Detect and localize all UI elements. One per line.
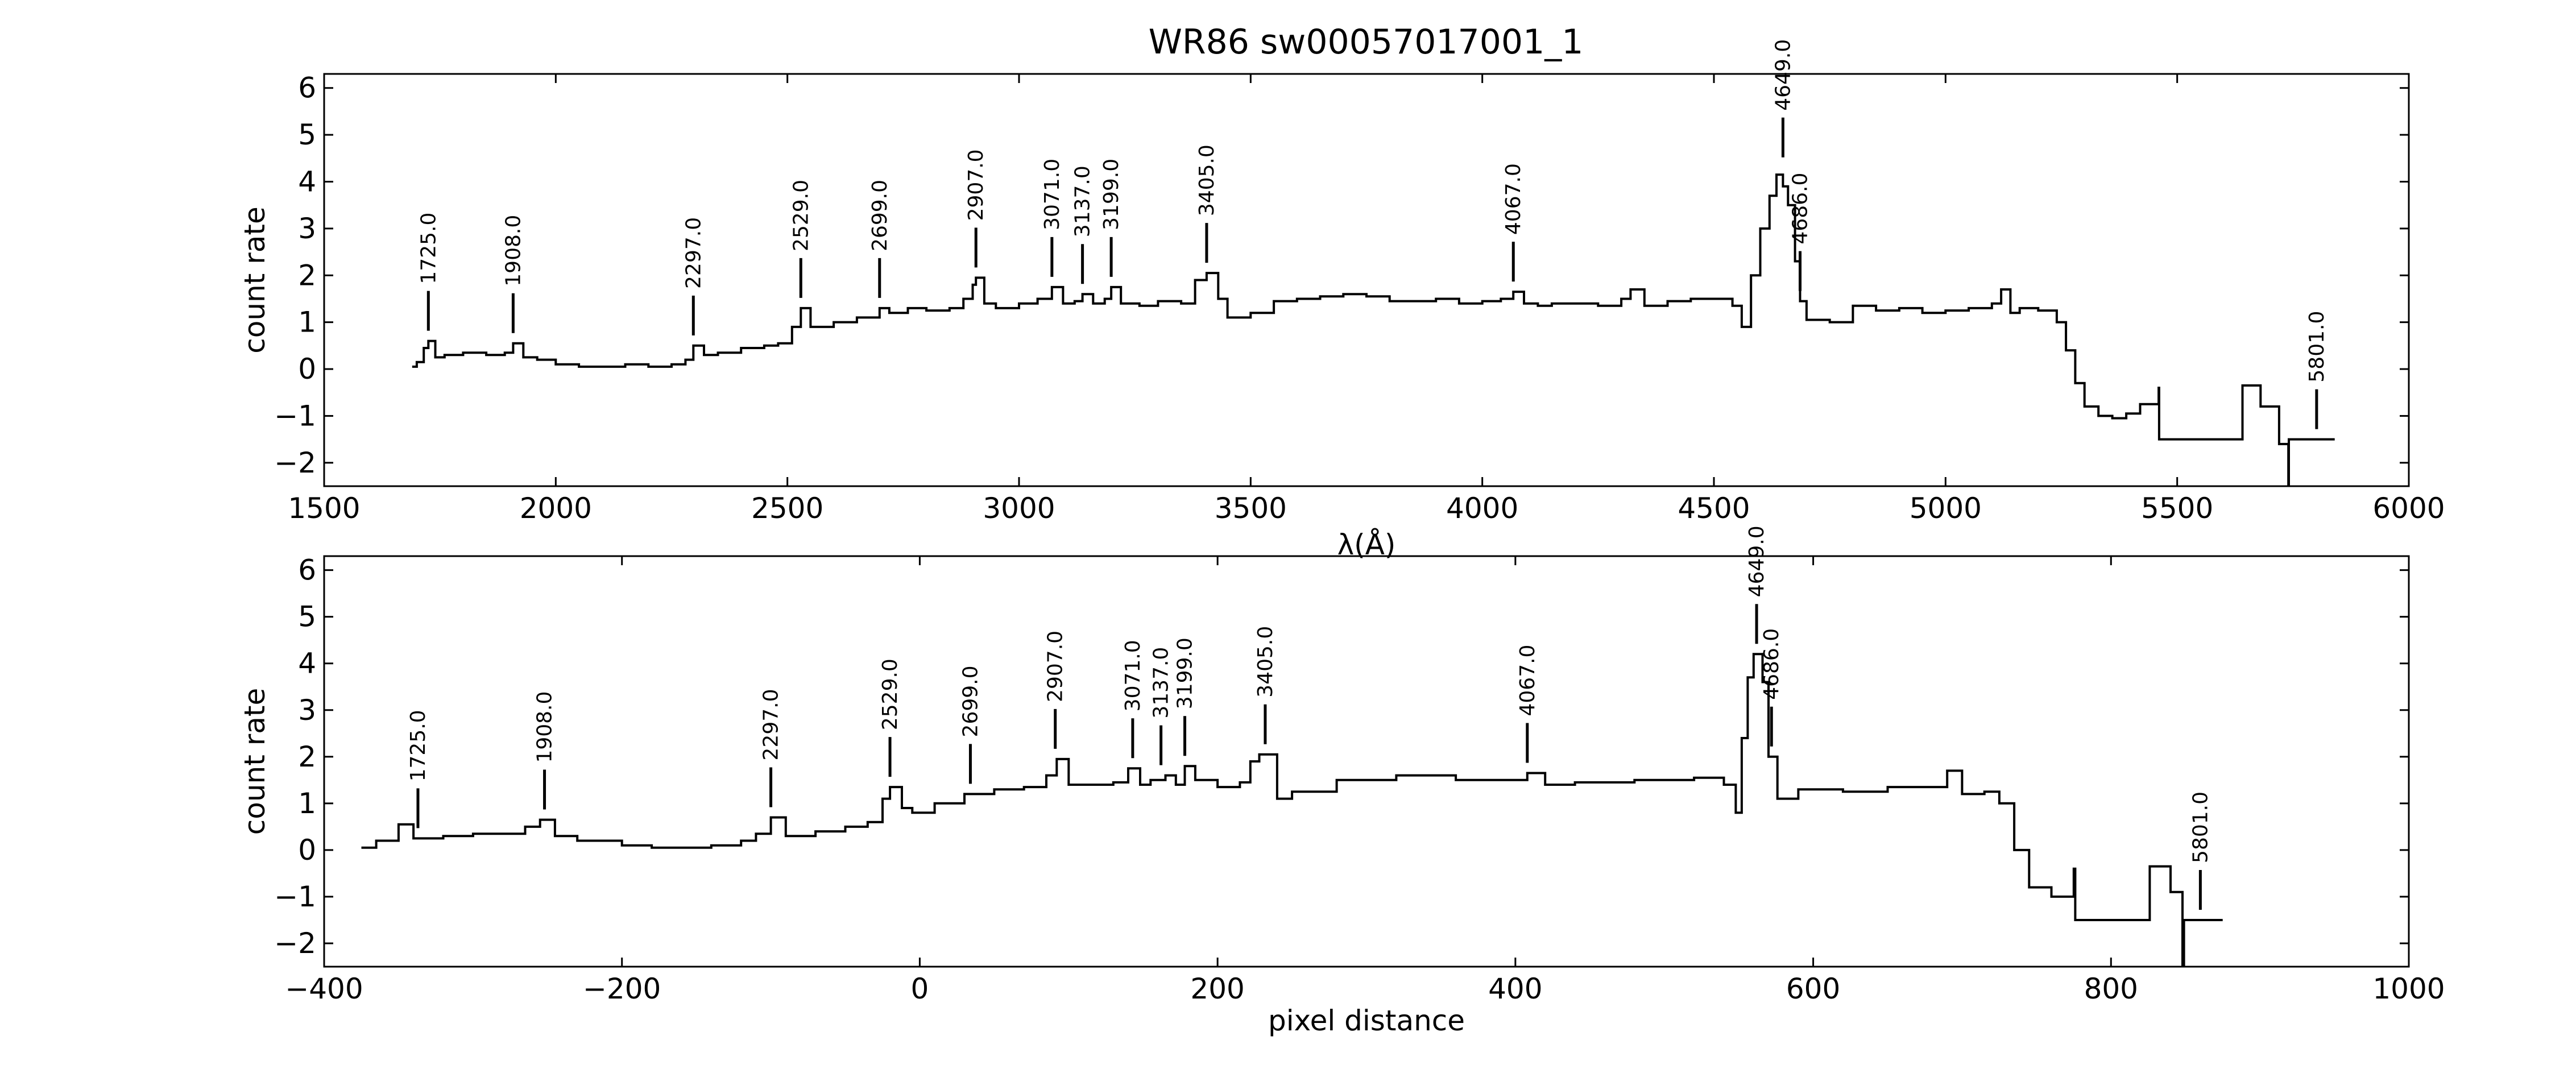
line-marker-label: 4649.0 <box>1745 525 1769 597</box>
line-marker-label: 4686.0 <box>1760 628 1783 700</box>
x-tick-label: 1500 <box>288 492 360 525</box>
line-marker-label: 5801.0 <box>2305 311 2329 383</box>
line-marker-label: 3199.0 <box>1174 637 1197 709</box>
x-tick-label: 3000 <box>983 492 1055 525</box>
y-tick-label: 6 <box>298 554 316 587</box>
y-tick-label: −1 <box>274 399 316 432</box>
x-tick-label: 2500 <box>751 492 823 525</box>
line-marker-label: 2699.0 <box>959 665 982 737</box>
x-tick-label: 4000 <box>1446 492 1518 525</box>
plot-frame <box>323 73 2410 487</box>
x-tick-label: 5500 <box>2141 492 2213 525</box>
line-marker-label: 4686.0 <box>1789 173 1812 245</box>
chart-panel-1: 1725.0 1908.0 2297.0 2529.0 2699.0 2907.0 3071… <box>238 39 2445 561</box>
line-marker-label: 2529.0 <box>879 658 902 730</box>
x-axis-label: pixel distance <box>1268 1004 1465 1037</box>
line-marker-label: 4067.0 <box>1502 163 1525 235</box>
line-marker-label: 1908.0 <box>502 215 525 287</box>
x-tick-label: 4500 <box>1678 492 1750 525</box>
line-marker-label: 1908.0 <box>533 691 557 763</box>
line-marker-label: 3405.0 <box>1254 626 1277 698</box>
y-tick-label: 5 <box>298 118 316 151</box>
line-marker-label: 5801.0 <box>2189 792 2212 863</box>
x-tick-label: 400 <box>1488 972 1542 1005</box>
line-marker-label: 3137.0 <box>1071 165 1095 237</box>
y-tick-label: 3 <box>298 212 316 245</box>
x-tick-label: 3500 <box>1215 492 1287 525</box>
plot-frame <box>323 555 2410 968</box>
y-tick-label: 5 <box>298 600 316 633</box>
line-marker-label: 3071.0 <box>1041 159 1064 230</box>
y-tick-label: 4 <box>298 647 316 680</box>
line-marker-label: 2529.0 <box>789 180 813 251</box>
x-tick-label: −200 <box>583 972 661 1005</box>
y-tick-label: 6 <box>298 72 316 105</box>
y-tick-label: −2 <box>274 927 316 960</box>
y-tick-label: 4 <box>298 165 316 198</box>
spectrum-line <box>361 653 2223 967</box>
spectrum-line <box>412 173 2335 486</box>
line-marker-label: 3071.0 <box>1121 640 1145 711</box>
x-tick-label: 200 <box>1190 972 1244 1005</box>
y-tick-label: −2 <box>274 446 316 479</box>
line-marker-label: 3199.0 <box>1100 159 1123 230</box>
chart-panel-2: 1725.0 1908.0 2297.0 2529.0 2699.0 2907.0 3071… <box>238 525 2445 1037</box>
y-tick-label: 1 <box>298 306 316 339</box>
y-tick-label: 2 <box>298 740 316 773</box>
y-tick-label: 3 <box>298 694 316 727</box>
x-tick-label: 2000 <box>520 492 592 525</box>
y-tick-label: −1 <box>274 880 316 913</box>
line-marker-label: 2699.0 <box>868 180 892 251</box>
figure-title: WR86 sw00057017001_1 <box>1149 22 1584 62</box>
line-marker-label: 1725.0 <box>417 213 440 284</box>
x-tick-label: 0 <box>911 972 929 1005</box>
line-marker-label: 4067.0 <box>1516 645 1539 716</box>
x-tick-label: −400 <box>285 972 363 1005</box>
x-tick-label: 1000 <box>2372 972 2445 1005</box>
y-tick-label: 2 <box>298 259 316 292</box>
line-marker-label: 2907.0 <box>1044 631 1067 702</box>
y-tick-label: 0 <box>298 353 316 386</box>
y-tick-label: 1 <box>298 787 316 820</box>
y-tick-label: 0 <box>298 834 316 867</box>
line-marker-label: 2907.0 <box>964 149 988 221</box>
x-tick-label: 6000 <box>2372 492 2445 525</box>
x-tick-label: 800 <box>2084 972 2138 1005</box>
line-marker-label: 1725.0 <box>407 710 430 781</box>
line-marker-label: 3137.0 <box>1150 647 1173 719</box>
y-axis-label: count rate <box>238 206 271 354</box>
line-marker-label: 2297.0 <box>682 217 705 289</box>
line-marker-label: 2297.0 <box>760 689 783 760</box>
x-tick-label: 600 <box>1786 972 1840 1005</box>
y-axis-label: count rate <box>238 688 271 835</box>
line-marker-label: 4649.0 <box>1771 39 1795 111</box>
line-marker-label: 3405.0 <box>1195 144 1219 216</box>
x-tick-label: 5000 <box>1910 492 1982 525</box>
